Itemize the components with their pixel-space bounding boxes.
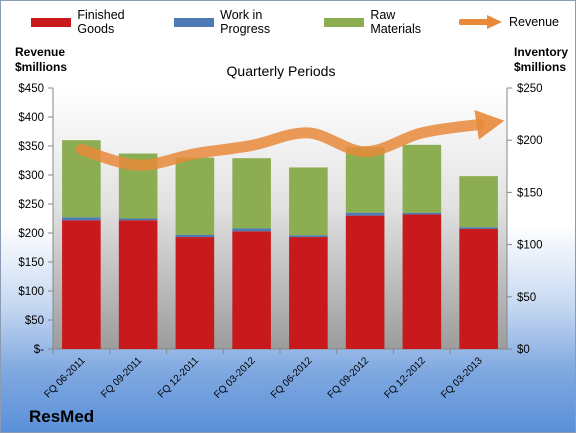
legend-swatch-raw-materials (323, 17, 365, 27)
bar-raw-materials (289, 167, 328, 236)
right-tick-label: $0 (517, 344, 530, 356)
right-tick-label: $50 (517, 292, 536, 304)
bar-work-in-progress (232, 228, 271, 232)
bar-finished-goods (118, 220, 158, 349)
left-tick-label: $- (34, 344, 44, 356)
bar-work-in-progress (118, 218, 158, 221)
x-tick-label: FQ 12-2011 (156, 355, 201, 400)
left-axis-title-line-1: Revenue (15, 45, 66, 59)
bar-finished-goods (402, 214, 442, 349)
right-tick-label: $150 (517, 187, 543, 199)
bar-work-in-progress (62, 217, 101, 221)
bar-raw-materials (232, 158, 271, 229)
x-tick-label: FQ 12-2012 (382, 355, 428, 401)
revenue-arrowhead (474, 109, 505, 140)
right-tick-label: $200 (517, 135, 543, 147)
left-tick-label: $50 (25, 315, 44, 327)
legend-label-revenue: Revenue (508, 15, 560, 29)
legend-swatch-finished-goods (31, 17, 72, 27)
right-tick-label: $250 (517, 83, 543, 95)
bar-work-in-progress (289, 235, 328, 238)
legend-item-work-in-progress: Work in Progress (173, 8, 308, 36)
right-axis-title-line-1: Inventory (514, 45, 569, 59)
x-tick-label: FQ 06-2012 (269, 355, 315, 401)
bar-raw-materials (345, 147, 385, 213)
bar-work-in-progress (175, 234, 215, 238)
x-tick-label: FQ 09-2011 (99, 355, 144, 400)
left-tick-label: $100 (18, 286, 44, 298)
left-tick-label: $150 (18, 257, 44, 269)
legend-item-finished-goods: Finished Goods (31, 8, 158, 36)
left-tick-label: $300 (18, 170, 44, 182)
company-brand: ResMed (29, 407, 95, 426)
bar-finished-goods (459, 228, 498, 349)
left-tick-label: $400 (18, 112, 44, 124)
legend-item-revenue: Revenue (458, 14, 560, 30)
legend: Finished Goods Work in Progress Raw Mate… (31, 8, 575, 36)
bar-finished-goods (289, 237, 328, 349)
right-tick-label: $100 (517, 240, 543, 252)
left-tick-label: $200 (18, 228, 44, 240)
chart-title: Quarterly Periods (226, 63, 336, 79)
left-axis-title-line-2: $millions (15, 60, 68, 74)
bar-finished-goods (62, 220, 101, 349)
left-tick-label: $450 (18, 83, 44, 95)
right-axis-title: Inventory $millions (514, 45, 568, 75)
bar-finished-goods (232, 231, 271, 349)
bar-raw-materials (175, 157, 215, 235)
bar-work-in-progress (345, 212, 385, 216)
left-tick-label: $250 (18, 199, 44, 211)
left-tick-label: $350 (18, 141, 44, 153)
right-axis-title-line-2: $millions (514, 60, 567, 74)
bar-work-in-progress (459, 227, 498, 229)
bar-raw-materials (402, 144, 442, 213)
x-tick-label: FQ 03-2013 (439, 355, 485, 401)
x-tick-label: FQ 06-2011 (43, 355, 88, 400)
left-axis-title: Revenue $millions (15, 45, 67, 75)
legend-label-raw-materials: Raw Materials (370, 8, 422, 36)
legend-label-work-in-progress: Work in Progress (220, 8, 271, 36)
bar-finished-goods (175, 237, 215, 349)
legend-swatch-work-in-progress (173, 17, 215, 27)
x-tick-label: FQ 09-2012 (326, 355, 372, 401)
bar-finished-goods (345, 215, 385, 349)
x-tick-label: FQ 03-2012 (212, 355, 258, 401)
bar-raw-materials (459, 176, 498, 228)
revenue-line (75, 119, 485, 171)
legend-arrow-revenue (458, 15, 502, 29)
legend-item-raw-materials: Raw Materials (323, 8, 443, 36)
legend-label-finished-goods: Finished Goods (77, 8, 125, 36)
bar-work-in-progress (402, 212, 442, 215)
